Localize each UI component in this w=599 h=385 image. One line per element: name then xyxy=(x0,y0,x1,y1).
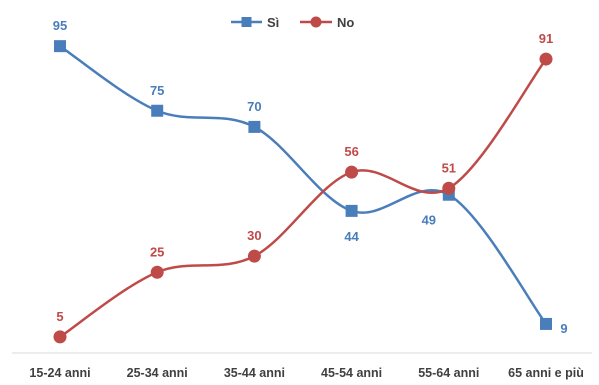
series-0-label-0: 95 xyxy=(53,18,67,33)
series-0-label-3: 44 xyxy=(344,229,359,244)
series-1-point-2 xyxy=(247,249,261,263)
series-1-point-5 xyxy=(539,52,553,66)
series-1-point-4 xyxy=(442,181,456,195)
series-1-point-0 xyxy=(53,330,67,344)
legend-label-1: No xyxy=(337,15,354,30)
series-0-point-1 xyxy=(151,104,164,117)
series-1-label-4: 51 xyxy=(442,160,456,175)
x-tick-label-5: 65 anni e più xyxy=(508,366,584,380)
series-layer xyxy=(53,40,553,344)
x-axis-ticks: 15-24 anni 25-34 anni 35-44 anni 45-54 anni… xyxy=(29,366,583,380)
x-tick-label-2: 35-44 anni xyxy=(224,366,285,380)
series-0-label-5: 9 xyxy=(560,321,567,336)
legend: Sì No xyxy=(231,15,354,30)
series-line-1 xyxy=(59,58,547,338)
legend-marker-0 xyxy=(241,17,252,27)
series-line-0 xyxy=(59,45,547,325)
x-tick-label-4: 55-64 anni xyxy=(418,366,479,380)
legend-label-0: Sì xyxy=(267,15,279,30)
series-1-point-1 xyxy=(150,265,164,279)
x-tick-label-1: 25-34 anni xyxy=(127,366,188,380)
series-0-point-3 xyxy=(345,204,358,217)
series-1-point-3 xyxy=(345,165,359,179)
series-0-label-4: 49 xyxy=(422,213,436,228)
series-0-label-1: 75 xyxy=(150,83,164,98)
x-tick-label-3: 45-54 anni xyxy=(321,366,382,380)
legend-marker-1 xyxy=(310,16,322,28)
series-0-point-0 xyxy=(54,40,66,53)
series-1-label-1: 25 xyxy=(150,244,164,259)
series-1-label-5: 91 xyxy=(539,31,553,46)
series-0-point-2 xyxy=(248,120,261,133)
series-1-label-0: 5 xyxy=(56,309,63,324)
x-tick-label-0: 15-24 anni xyxy=(29,366,90,380)
series-0-point-5 xyxy=(540,317,552,330)
series-1-label-2: 30 xyxy=(247,228,261,243)
series-0-label-2: 70 xyxy=(247,99,261,114)
series-1-label-3: 56 xyxy=(344,144,358,159)
